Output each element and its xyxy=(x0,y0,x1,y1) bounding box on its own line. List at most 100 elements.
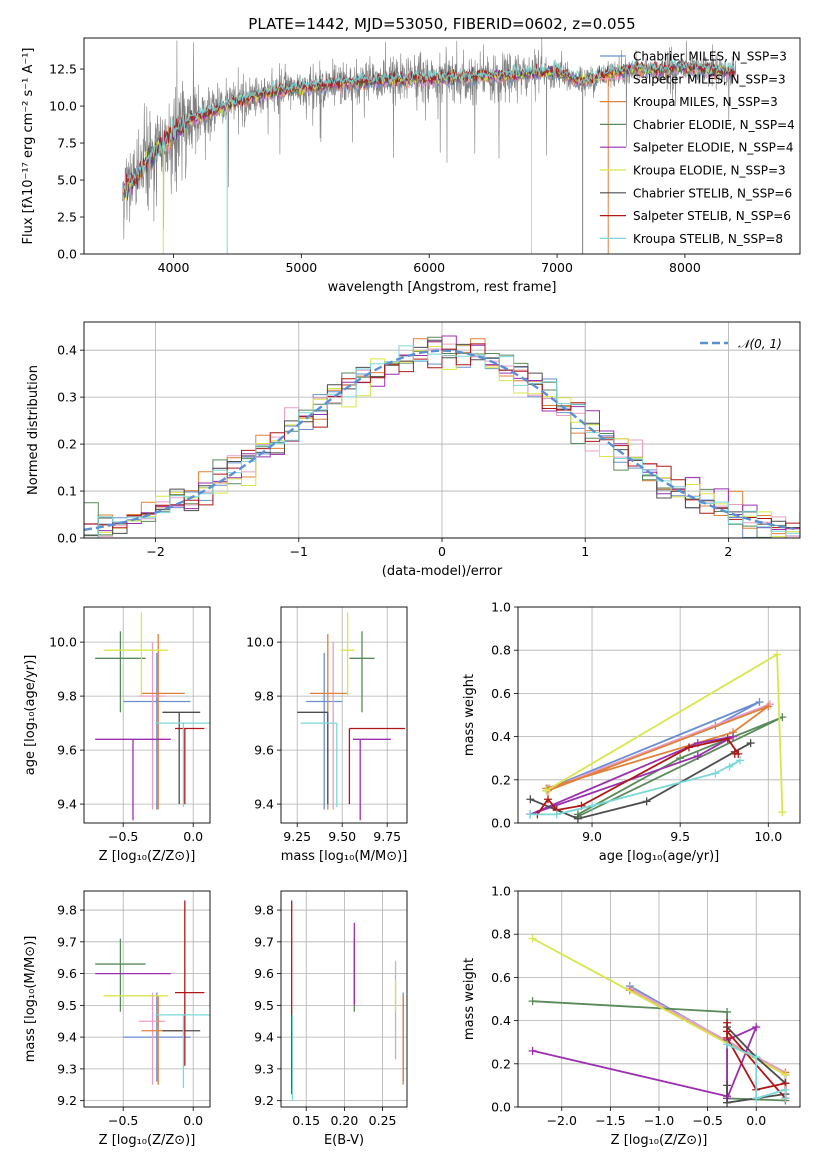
mass-weight-marker xyxy=(752,1053,761,1062)
mass-weight-marker xyxy=(764,702,773,711)
y-tick-label: 9.5 xyxy=(254,998,274,1013)
mass-weight-marker xyxy=(723,1018,732,1027)
y-tick-label: 0.2 xyxy=(491,1056,511,1071)
y-axis-label: Normed distribution xyxy=(26,365,41,495)
y-tick-label: 9.6 xyxy=(254,966,274,981)
x-tick-label: 0.15 xyxy=(292,1113,320,1128)
x-tick-label: 2 xyxy=(724,544,732,559)
legend-label: Salpeter ELODIE, N_SSP=4 xyxy=(633,141,794,155)
y-tick-label: 9.2 xyxy=(57,1093,77,1108)
residual-histogram-series xyxy=(84,345,800,538)
mass-weight-line xyxy=(530,759,741,816)
y-tick-label: 0.0 xyxy=(491,1100,511,1115)
mass-weight-marker xyxy=(528,1046,537,1055)
x-tick-label: 0 xyxy=(438,544,446,559)
y-tick-label: 0.2 xyxy=(57,437,77,452)
residual-histogram-panel: −2 −1 0 1 2 0.0 0.1 0.2 0.3 0.4 (data-model)/error… xyxy=(26,321,801,579)
x-axis-label: wavelength [Angstrom, rest frame] xyxy=(328,280,557,295)
y-tick-label: 1.0 xyxy=(491,884,511,899)
y-tick-label: 9.6 xyxy=(57,966,77,981)
mass-weight-line xyxy=(536,737,741,815)
y-axis-label: mass [log₁₀(M/M⊙)] xyxy=(23,936,38,1063)
mass-weight-marker xyxy=(752,1094,761,1103)
y-tick-label: 5.0 xyxy=(57,173,77,188)
x-tick-label: −2.0 xyxy=(547,1113,577,1128)
x-tick-label: −1 xyxy=(290,544,308,559)
mass-weight-marker xyxy=(642,797,651,806)
axes-frame xyxy=(83,321,801,539)
mass-weight-line xyxy=(545,652,784,813)
y-axis-label: mass weight xyxy=(462,958,477,1040)
x-tick-label: −0.5 xyxy=(692,1113,722,1128)
model-spectrum-line xyxy=(123,59,735,197)
x-tick-label: 4000 xyxy=(158,260,190,275)
y-tick-label: 0.0 xyxy=(491,816,511,831)
mass-weight-marker xyxy=(723,1098,732,1107)
y-tick-label: 0.4 xyxy=(57,343,77,358)
x-tick-label: 9.75 xyxy=(373,829,401,844)
mass-weight-marker xyxy=(781,1094,790,1103)
y-tick-label: 0.8 xyxy=(491,643,511,658)
legend-label: Salpeter STELIB, N_SSP=6 xyxy=(633,209,791,223)
mass-weight-marker xyxy=(723,1027,732,1036)
y-axis-label: age [log₁₀(age/yr)] xyxy=(23,655,38,776)
y-tick-label: 9.8 xyxy=(254,689,274,704)
z-massweight-panel: −2.0 −1.5 −1.0 −0.5 0.0 0.0 0.2 0.4 0.6 0.8 1.0 Z [… xyxy=(462,884,801,1148)
y-tick-label: 12.5 xyxy=(49,62,77,77)
axes-frame xyxy=(83,606,211,824)
y-tick-label: 0.3 xyxy=(57,390,77,405)
x-tick-label: −1.0 xyxy=(644,1113,674,1128)
x-tick-label: 9.25 xyxy=(283,829,311,844)
axes-frame xyxy=(517,890,801,1108)
legend-label: Chabrier MILES, N_SSP=3 xyxy=(633,50,787,64)
x-tick-label: 0.0 xyxy=(183,1113,203,1128)
y-tick-label: 10.0 xyxy=(49,635,77,650)
y-tick-label: 9.7 xyxy=(57,934,77,949)
y-tick-label: 0.6 xyxy=(491,970,511,985)
y-tick-label: 9.5 xyxy=(57,998,77,1013)
x-tick-label: 6000 xyxy=(413,260,445,275)
axes-frame xyxy=(280,890,408,1108)
y-tick-label: 9.4 xyxy=(254,1030,274,1045)
mass-weight-marker xyxy=(526,795,535,804)
z-mass-panel: −0.5 0.0 9.2 9.3 9.4 9.5 9.6 9.7 9.8 Z [log₁₀(Z/Z… xyxy=(23,890,211,1148)
y-tick-label: 1.0 xyxy=(491,600,511,615)
x-tick-label: 9.50 xyxy=(328,829,356,844)
mass-weight-marker xyxy=(723,1007,732,1016)
x-axis-label: Z [log₁₀(Z/Z⊙)] xyxy=(99,1133,196,1148)
y-tick-label: 9.4 xyxy=(254,797,274,812)
x-tick-label: 0.0 xyxy=(746,1113,766,1128)
axes-frame xyxy=(83,890,211,1108)
mass-weight-marker xyxy=(729,732,738,741)
x-axis-label: mass [log₁₀(M/M⊙)] xyxy=(281,849,408,864)
mass-weight-marker xyxy=(723,734,732,743)
mass-weight-marker xyxy=(528,934,537,943)
x-tick-label: 7000 xyxy=(541,260,573,275)
x-axis-label: (data-model)/error xyxy=(382,564,503,579)
y-tick-label: 0.8 xyxy=(491,927,511,942)
z-age-panel: −0.5 0.0 9.4 9.6 9.8 10.0 Z [log₁₀(Z/Z⊙)] age [… xyxy=(23,606,211,864)
y-tick-label: 9.3 xyxy=(57,1061,77,1076)
y-axis-label: Flux [fλ10⁻¹⁷ erg cm⁻² s⁻¹ A⁻¹] xyxy=(21,48,36,245)
x-axis-label: age [log₁₀(age/yr)] xyxy=(599,849,720,864)
mass-weight-marker xyxy=(552,810,561,819)
y-tick-label: 9.7 xyxy=(254,934,274,949)
y-tick-label: 9.8 xyxy=(254,903,274,918)
mass-weight-marker xyxy=(676,754,685,763)
mass-weight-marker xyxy=(746,739,755,748)
mass-weight-marker xyxy=(755,698,764,707)
y-tick-label: 10.0 xyxy=(49,99,77,114)
age-massweight-panel: 9.0 9.5 10.0 0.0 0.2 0.4 0.6 0.8 1.0 age [log₁₀(a… xyxy=(462,600,801,864)
y-tick-label: 9.3 xyxy=(254,1061,274,1076)
legend-label: Chabrier STELIB, N_SSP=6 xyxy=(633,186,792,200)
mass-weight-line xyxy=(629,987,786,1074)
mass-weight-marker xyxy=(684,743,693,752)
mass-weight-marker xyxy=(693,752,702,761)
gaussian-reference-curve xyxy=(84,349,795,531)
y-tick-label: 2.5 xyxy=(57,210,77,225)
x-tick-label: −0.5 xyxy=(108,1113,138,1128)
mass-weight-marker xyxy=(730,749,739,758)
mass-weight-marker xyxy=(752,1023,761,1032)
y-tick-label: 9.2 xyxy=(254,1093,274,1108)
